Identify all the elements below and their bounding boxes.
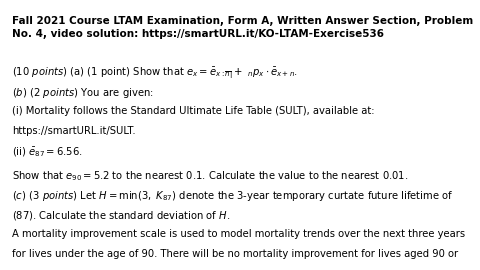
Text: A mortality improvement scale is used to model mortality trends over the next th: A mortality improvement scale is used to… xyxy=(12,229,465,239)
Text: (87). Calculate the standard deviation of $H$.: (87). Calculate the standard deviation o… xyxy=(12,209,230,222)
Text: (ii) $\bar{e}_{87} = 6.56.$: (ii) $\bar{e}_{87} = 6.56.$ xyxy=(12,146,83,159)
Text: https://smartURL.it/SULT.: https://smartURL.it/SULT. xyxy=(12,126,136,136)
Text: (i) Mortality follows the Standard Ultimate Life Table (SULT), available at:: (i) Mortality follows the Standard Ultim… xyxy=(12,106,374,116)
Text: Fall 2021 Course LTAM Examination, Form A, Written Answer Section, Problem
No. 4: Fall 2021 Course LTAM Examination, Form … xyxy=(12,16,473,39)
Text: $(b)\ (2\ \mathit{points})$ You are given:: $(b)\ (2\ \mathit{points})$ You are give… xyxy=(12,86,154,100)
Text: $(c)\ (3\ \mathit{points})$ Let $H = \mathrm{min}(3,\ K_{87})$ denote the 3-year: $(c)\ (3\ \mathit{points})$ Let $H = \ma… xyxy=(12,189,454,203)
Text: older. You are given that the mortality rate for age $x$ in year $t$ to $t + 1$ : older. You are given that the mortality … xyxy=(12,268,375,270)
Text: for lives under the age of 90. There will be no mortality improvement for lives : for lives under the age of 90. There wil… xyxy=(12,249,458,259)
Text: Show that $e_{90} = 5.2$ to the nearest 0.1. Calculate the value to the nearest : Show that $e_{90} = 5.2$ to the nearest … xyxy=(12,169,408,183)
Text: $(10\ \mathit{points})$ (a) (1 point) Show that $\mathit{e}_{x} = \bar{e}_{x:\ov: $(10\ \mathit{points})$ (a) (1 point) Sh… xyxy=(12,65,298,80)
